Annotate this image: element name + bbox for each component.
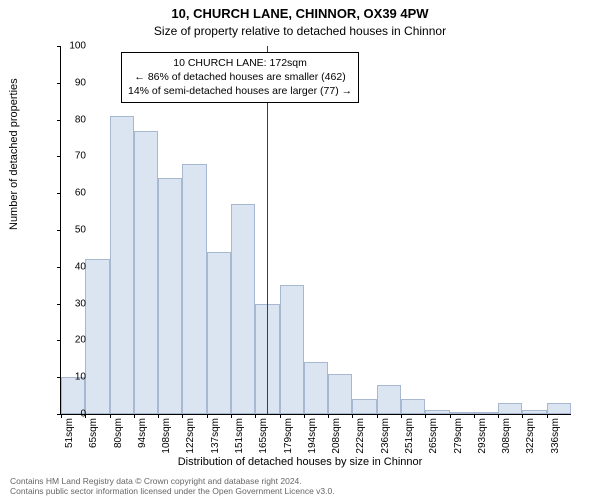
chart-title-sub: Size of property relative to detached ho…: [0, 24, 600, 38]
annotation-line1: 10 CHURCH LANE: 172sqm: [128, 56, 352, 70]
x-tick-label: 208sqm: [331, 418, 342, 458]
x-tick-label: 293sqm: [477, 418, 488, 458]
x-tick-label: 80sqm: [113, 418, 124, 458]
x-tick-mark: [328, 414, 329, 418]
x-tick-label: 222sqm: [355, 418, 366, 458]
x-tick-label: 51sqm: [64, 418, 75, 458]
x-tick-mark: [401, 414, 402, 418]
y-tick-label: 30: [56, 298, 86, 309]
x-tick-mark: [280, 414, 281, 418]
x-tick-label: 108sqm: [161, 418, 172, 458]
histogram-bar: [328, 374, 352, 414]
x-tick-label: 179sqm: [283, 418, 294, 458]
x-tick-label: 308sqm: [501, 418, 512, 458]
chart-title-main: 10, CHURCH LANE, CHINNOR, OX39 4PW: [0, 6, 600, 21]
footer-line2: Contains public sector information licen…: [10, 486, 335, 497]
y-tick-label: 40: [56, 261, 86, 272]
annotation-box: 10 CHURCH LANE: 172sqm← 86% of detached …: [121, 52, 359, 103]
histogram-bar: [231, 204, 255, 414]
x-tick-mark: [425, 414, 426, 418]
x-tick-label: 336sqm: [550, 418, 561, 458]
y-tick-label: 80: [56, 114, 86, 125]
chart-container: 10, CHURCH LANE, CHINNOR, OX39 4PW Size …: [0, 0, 600, 500]
x-tick-mark: [352, 414, 353, 418]
histogram-bar: [280, 285, 304, 414]
annotation-line3: 14% of semi-detached houses are larger (…: [128, 84, 352, 98]
x-tick-label: 194sqm: [307, 418, 318, 458]
x-tick-label: 165sqm: [258, 418, 269, 458]
annotation-line2: ← 86% of detached houses are smaller (46…: [128, 70, 352, 84]
histogram-bar: [110, 116, 134, 414]
histogram-bar: [522, 410, 546, 414]
footer-line1: Contains HM Land Registry data © Crown c…: [10, 476, 335, 487]
x-tick-label: 94sqm: [137, 418, 148, 458]
x-tick-mark: [110, 414, 111, 418]
y-tick-label: 10: [56, 372, 86, 383]
histogram-bar: [474, 412, 498, 414]
histogram-bar: [425, 410, 449, 414]
x-tick-label: 236sqm: [380, 418, 391, 458]
histogram-bar: [304, 362, 328, 414]
x-tick-label: 137sqm: [210, 418, 221, 458]
histogram-bar: [134, 131, 158, 414]
x-tick-label: 151sqm: [234, 418, 245, 458]
x-tick-mark: [547, 414, 548, 418]
histogram-bar: [498, 403, 522, 414]
footer-attribution: Contains HM Land Registry data © Crown c…: [10, 476, 335, 497]
x-tick-label: 265sqm: [428, 418, 439, 458]
histogram-bar: [207, 252, 231, 414]
histogram-bar: [352, 399, 376, 414]
x-tick-label: 65sqm: [88, 418, 99, 458]
y-tick-label: 50: [56, 225, 86, 236]
x-tick-mark: [450, 414, 451, 418]
histogram-bar: [158, 178, 182, 414]
plot-area: 10 CHURCH LANE: 172sqm← 86% of detached …: [60, 46, 571, 415]
x-axis-label: Distribution of detached houses by size …: [0, 456, 600, 468]
y-tick-label: 100: [56, 41, 86, 52]
x-tick-label: 279sqm: [453, 418, 464, 458]
x-tick-mark: [158, 414, 159, 418]
x-tick-label: 322sqm: [525, 418, 536, 458]
x-tick-mark: [522, 414, 523, 418]
x-tick-mark: [377, 414, 378, 418]
histogram-bar: [547, 403, 571, 414]
y-tick-label: 60: [56, 188, 86, 199]
x-tick-mark: [231, 414, 232, 418]
x-tick-mark: [134, 414, 135, 418]
x-tick-label: 251sqm: [404, 418, 415, 458]
histogram-bar: [85, 259, 109, 414]
y-tick-label: 70: [56, 151, 86, 162]
histogram-bar: [450, 412, 474, 414]
histogram-bar: [401, 399, 425, 414]
x-tick-label: 122sqm: [185, 418, 196, 458]
y-axis-label: Number of detached properties: [8, 78, 20, 230]
y-tick-label: 0: [56, 409, 86, 420]
x-tick-mark: [255, 414, 256, 418]
x-tick-mark: [182, 414, 183, 418]
x-tick-mark: [498, 414, 499, 418]
x-tick-mark: [474, 414, 475, 418]
x-tick-mark: [207, 414, 208, 418]
histogram-bar: [377, 385, 401, 414]
histogram-bar: [182, 164, 206, 414]
y-tick-label: 20: [56, 335, 86, 346]
x-tick-mark: [304, 414, 305, 418]
y-tick-label: 90: [56, 77, 86, 88]
